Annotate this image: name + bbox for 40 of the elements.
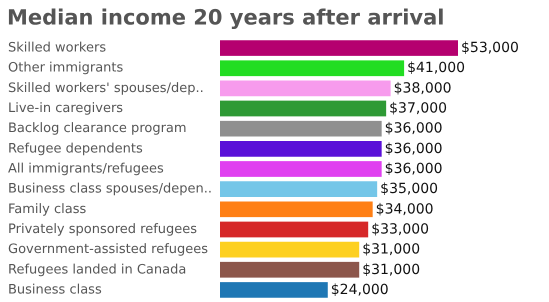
bar <box>220 222 368 238</box>
bar <box>220 242 360 258</box>
data-label: $33,000 <box>371 221 430 238</box>
y-tick-label: Privately sponsored refugees <box>8 222 198 237</box>
bar <box>220 80 391 96</box>
bar <box>220 140 382 157</box>
bar <box>220 181 378 198</box>
y-tick-label: Other immigrants <box>8 60 124 76</box>
data-label: $36,000 <box>384 161 443 177</box>
data-label: $35,000 <box>380 181 438 198</box>
data-label: $37,000 <box>389 100 448 117</box>
y-tick-label: Skilled workers' spouses/dep.. <box>8 80 204 96</box>
data-label: $24,000 <box>330 282 389 298</box>
bar <box>220 262 360 278</box>
y-tick-label: Business class <box>8 282 102 298</box>
data-label: $36,000 <box>384 140 443 157</box>
y-tick-label: Business class spouses/depen.. <box>8 182 212 197</box>
data-label: $53,000 <box>461 40 519 56</box>
y-tick-label: Government-assisted refugees <box>8 242 208 258</box>
bar <box>220 201 373 218</box>
y-tick-label: Refugees landed in Canada <box>8 262 186 278</box>
bar <box>220 60 404 76</box>
y-tick-label: Backlog clearance program <box>8 121 187 136</box>
chart-title: Median income 20 years after arrival <box>7 6 444 30</box>
y-tick-label: Refugee dependents <box>8 141 143 156</box>
data-label: $34,000 <box>376 201 434 218</box>
data-label: $31,000 <box>362 242 420 258</box>
bar <box>220 40 458 56</box>
data-label: $36,000 <box>384 120 443 137</box>
data-label: $41,000 <box>407 60 466 76</box>
data-label: $38,000 <box>394 80 452 96</box>
y-tick-label: Skilled workers <box>8 40 106 56</box>
y-tick-label: Live-in caregivers <box>8 101 124 116</box>
bar <box>220 100 386 116</box>
bar <box>220 161 382 177</box>
data-label: $31,000 <box>362 262 420 278</box>
bar <box>220 120 382 137</box>
y-tick-label: All immigrants/refugees <box>8 162 164 176</box>
bar <box>220 282 328 298</box>
y-tick-label: Family class <box>8 202 86 217</box>
